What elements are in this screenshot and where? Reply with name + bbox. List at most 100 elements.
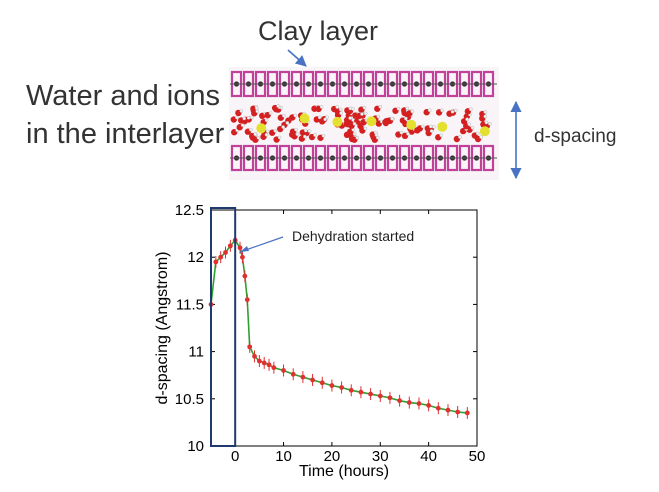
data-point	[237, 245, 243, 251]
water-hydrogen	[404, 116, 408, 121]
y-tick-label: 11.5	[176, 296, 204, 313]
water-hydrogen	[450, 109, 455, 114]
water-hydrogen	[352, 132, 357, 136]
water-hydrogen	[319, 105, 324, 109]
water-hydrogen	[362, 105, 367, 110]
ion	[366, 116, 377, 127]
ion	[437, 121, 448, 132]
water-hydrogen	[254, 106, 259, 110]
water-hydrogen	[454, 108, 458, 113]
water-hydrogen	[399, 130, 404, 135]
data-point	[455, 409, 461, 415]
water-hydrogen	[348, 106, 353, 111]
annotation-label: Dehydration started	[292, 228, 414, 244]
water-hydrogen	[355, 135, 360, 140]
water-hydrogen	[484, 120, 489, 125]
data-point	[252, 353, 257, 359]
data-point	[377, 393, 383, 399]
data-point	[426, 403, 432, 408]
data-point	[319, 380, 325, 386]
water-ions-label-line2: in the interlayer	[26, 118, 225, 150]
water-hydrogen	[483, 110, 488, 114]
ion	[332, 116, 343, 127]
water-hydrogen	[432, 125, 436, 129]
y-tick-label: 10	[187, 438, 204, 455]
ion	[299, 113, 310, 124]
bottom-clay-layer	[230, 144, 497, 172]
data-point	[406, 400, 412, 405]
y-tick-label: 10.5	[175, 391, 204, 408]
water-hydrogen	[439, 133, 444, 138]
water-hydrogen	[304, 128, 308, 133]
water-hydrogen	[303, 134, 307, 139]
water-hydrogen	[307, 129, 312, 133]
water-hydrogen	[313, 133, 317, 137]
molecular-structure-image	[229, 67, 499, 180]
x-tick-label: 30	[372, 448, 389, 465]
water-hydrogen	[242, 116, 247, 121]
water-hydrogen	[264, 118, 269, 123]
data-point	[387, 395, 393, 401]
water-hydrogen	[239, 109, 244, 113]
water-hydrogen	[396, 106, 401, 111]
data-point	[256, 358, 262, 364]
x-tick-label: 50	[469, 448, 486, 465]
water-hydrogen	[253, 132, 258, 136]
data-point	[416, 401, 422, 406]
water-hydrogen	[440, 108, 444, 113]
water-hydrogen	[363, 111, 368, 116]
interlayer-water	[230, 104, 492, 143]
water-hydrogen	[276, 104, 280, 108]
water-hydrogen	[352, 121, 357, 126]
data-point	[348, 387, 354, 393]
data-point	[244, 297, 250, 303]
y-axis-label: d-spacing (Angstrom)	[154, 252, 171, 405]
water-hydrogen	[376, 114, 381, 119]
water-hydrogen	[265, 129, 270, 134]
x-axis-label: Time (hours)	[299, 463, 389, 480]
x-tick-label: 0	[231, 448, 239, 465]
water-hydrogen	[458, 135, 462, 139]
d-spacing-chart: 10 10.5 11 11.5 12 12.5 0 10 20 30 40 50 Time (hours…	[154, 202, 486, 480]
water-hydrogen	[277, 135, 282, 140]
x-tick-label: 10	[275, 448, 292, 465]
data-point	[435, 405, 441, 411]
x-tick-label: 40	[420, 448, 437, 465]
water-hydrogen	[249, 127, 253, 132]
clay-layer-label: Clay layer	[258, 16, 379, 46]
water-hydrogen	[268, 111, 273, 115]
ion	[406, 119, 417, 130]
water-ions-label-line1: Water and ions	[26, 80, 220, 112]
ion	[479, 126, 490, 137]
x-tick-label: 20	[324, 448, 341, 465]
plot-area	[210, 209, 478, 447]
water-hydrogen	[264, 132, 269, 137]
water-hydrogen	[293, 113, 298, 118]
data-point	[339, 385, 344, 390]
water-hydrogen	[273, 128, 278, 133]
water-hydrogen	[317, 115, 322, 120]
clay-layer-arrow	[287, 49, 307, 67]
dehydration-box	[210, 207, 237, 447]
water-hydrogen	[427, 108, 432, 113]
data-point	[290, 371, 296, 377]
water-hydrogen	[348, 116, 352, 120]
y-tick-label: 12.5	[175, 202, 204, 219]
data-point	[329, 383, 335, 388]
data-point	[247, 344, 253, 350]
data-point	[464, 410, 470, 416]
water-hydrogen	[376, 135, 380, 140]
water-hydrogen	[483, 114, 488, 119]
water-hydrogen	[360, 112, 364, 116]
water-hydrogen	[240, 123, 245, 128]
data-point	[240, 254, 245, 260]
water-hydrogen	[378, 104, 383, 109]
annotation-arrowhead	[240, 246, 249, 252]
clay-structure-figure	[229, 49, 522, 180]
data-point	[242, 273, 248, 279]
water-hydrogen	[469, 107, 473, 112]
water-hydrogen	[256, 135, 261, 140]
data-point	[445, 407, 451, 413]
water-hydrogen	[246, 116, 251, 120]
data-point	[261, 360, 267, 366]
